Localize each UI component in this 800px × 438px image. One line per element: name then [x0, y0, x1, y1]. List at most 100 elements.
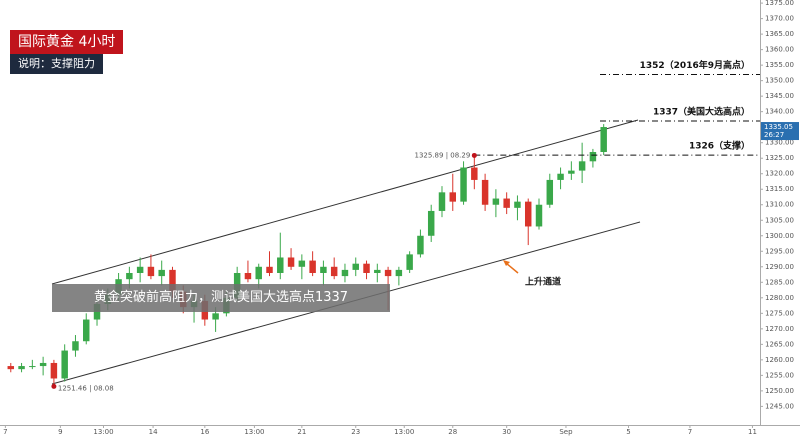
y-tick-label: 1370.00 — [765, 15, 794, 23]
candle-body — [126, 272, 133, 280]
y-tick-label: 1320.00 — [765, 170, 794, 178]
x-tick-label: Sep — [559, 428, 573, 436]
candle-body — [492, 198, 500, 205]
candle-body — [277, 257, 284, 273]
candle-body — [244, 272, 252, 280]
candle-body — [449, 192, 456, 202]
y-tick-label: 1315.00 — [765, 185, 794, 193]
y-tick-label: 1300.00 — [765, 232, 794, 240]
arrow-head — [503, 260, 510, 266]
candle-body — [320, 266, 327, 273]
extreme-label: 1251.46 | 08.08 — [58, 384, 114, 392]
x-tick-label: 21 — [297, 428, 306, 436]
last-price-box — [761, 122, 799, 141]
y-tick-label: 1305.00 — [765, 216, 794, 224]
candle-body — [7, 366, 15, 370]
candle-body — [438, 192, 446, 211]
x-tick-label: 9 — [58, 428, 62, 436]
extreme-label: 1325.89 | 08.29 — [415, 151, 471, 159]
extreme-dot — [471, 152, 477, 158]
candle-body — [18, 366, 25, 370]
candle-body — [557, 173, 564, 180]
y-tick-label: 1360.00 — [765, 46, 794, 54]
banner: 黄金突破前高阻力，测试美国大选高点1337 — [52, 284, 390, 312]
candle-body — [352, 263, 359, 270]
candle-body — [427, 210, 435, 236]
channel-label: 上升通道 — [525, 276, 561, 288]
x-tick-label: 16 — [200, 428, 209, 436]
y-tick-label: 1295.00 — [765, 247, 794, 255]
x-tick-label: 13:00 — [244, 428, 264, 436]
x-tick-label: 7 — [688, 428, 692, 436]
y-tick-label: 1310.00 — [765, 201, 794, 209]
candle-body — [39, 362, 47, 367]
level-label: 1326（支撑） — [689, 140, 750, 152]
x-tick-label: 14 — [149, 428, 158, 436]
candle-body — [589, 152, 597, 162]
y-tick-label: 1290.00 — [765, 263, 794, 271]
candle-body — [471, 167, 478, 180]
candle-body — [524, 201, 532, 227]
candle-body — [212, 313, 219, 320]
y-tick-label: 1255.00 — [765, 371, 794, 379]
y-tick-label: 1340.00 — [765, 108, 794, 116]
candle-body — [417, 235, 424, 255]
level-label: 1352（2016年9月高点） — [640, 59, 750, 71]
candle-body — [374, 269, 381, 273]
level-label: 1337（美国大选高点） — [653, 105, 750, 117]
candle-body — [298, 260, 306, 267]
y-tick-label: 1355.00 — [765, 61, 794, 69]
candle-body — [514, 201, 521, 208]
y-tick-label: 1285.00 — [765, 278, 794, 286]
candle-body — [169, 269, 176, 292]
y-tick-label: 1365.00 — [765, 30, 794, 38]
candle-body — [287, 257, 295, 267]
candle-body — [266, 266, 273, 273]
last-price: 1335.05 — [764, 123, 793, 131]
candle-body — [83, 319, 90, 342]
candle-body — [29, 366, 36, 368]
x-tick-label: 13:00 — [93, 428, 113, 436]
candle-body — [255, 266, 262, 280]
candle-body — [61, 350, 68, 379]
x-tick-label: 28 — [448, 428, 457, 436]
candle-body — [600, 127, 607, 153]
x-tick-label: 11 — [748, 428, 757, 436]
y-tick-label: 1325.00 — [765, 154, 794, 162]
y-tick-label: 1260.00 — [765, 356, 794, 364]
y-tick-label: 1350.00 — [765, 77, 794, 85]
x-tick-label: 30 — [502, 428, 511, 436]
candle-body — [578, 161, 586, 171]
subtitle-box: 说明：支撑阻力 — [10, 54, 103, 74]
candle-body — [72, 341, 79, 351]
candle-body — [535, 204, 543, 227]
candle-body — [363, 263, 370, 273]
candle-body — [546, 179, 554, 205]
extreme-dot — [51, 383, 57, 389]
candle-body — [309, 260, 316, 273]
candle-body — [406, 254, 413, 270]
candle-body — [503, 198, 510, 208]
x-tick-label: 7 — [3, 428, 7, 436]
y-tick-label: 1280.00 — [765, 294, 794, 302]
candle-body — [341, 269, 349, 277]
candle-body — [50, 362, 58, 379]
title-box: 国际黄金 4小时 — [10, 30, 124, 54]
y-tick-label: 1275.00 — [765, 309, 794, 317]
y-tick-label: 1245.00 — [765, 402, 794, 410]
arrow — [505, 262, 519, 274]
candle-body — [158, 269, 165, 277]
channel-upper — [51, 119, 639, 285]
x-tick-label: 13:00 — [394, 428, 414, 436]
candle-body — [568, 170, 575, 174]
y-tick-label: 1270.00 — [765, 325, 794, 333]
candle-body — [147, 266, 155, 277]
candle-body — [395, 269, 403, 277]
candle-body — [460, 167, 467, 202]
x-tick-label: 5 — [626, 428, 630, 436]
candle-body — [481, 179, 489, 205]
countdown: 26:27 — [764, 131, 784, 139]
y-tick-label: 1250.00 — [765, 387, 794, 395]
candle-body — [384, 269, 392, 277]
